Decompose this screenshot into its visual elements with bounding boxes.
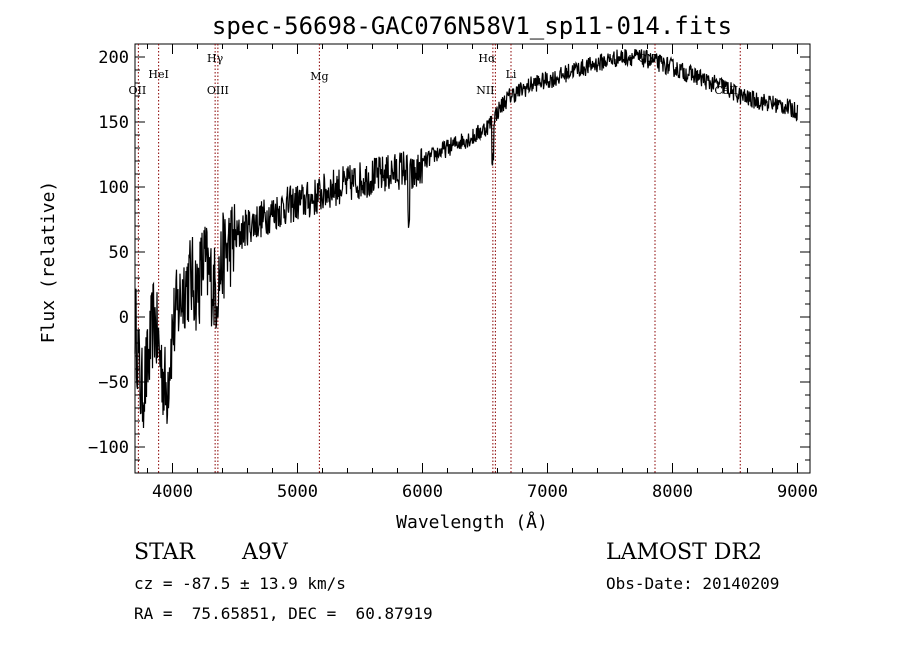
y-tick-label: 50 xyxy=(109,243,129,263)
object-subclass: A9V xyxy=(242,540,288,565)
x-axis-label: Wavelength (Å) xyxy=(396,511,548,533)
spectral-line-label: NII xyxy=(476,84,494,97)
spectral-line-label: Li xyxy=(506,68,517,81)
spectral-line-label: Hα xyxy=(478,52,496,65)
y-tick-label: 100 xyxy=(98,178,129,198)
y-tick-label: −50 xyxy=(98,373,129,393)
y-tick-label: −100 xyxy=(88,438,129,458)
spectrum-line xyxy=(134,48,799,429)
x-tick-label: 5000 xyxy=(277,482,318,502)
x-tick-label: 6000 xyxy=(402,482,443,502)
y-tick-label: 150 xyxy=(98,113,129,133)
obs-date-text: Obs-Date: 20140209 xyxy=(606,574,780,593)
spectral-line-label: HeI xyxy=(148,68,168,81)
x-tick-label: 7000 xyxy=(527,482,568,502)
chart-title: spec-56698-GAC076N58V1_sp11-014.fits xyxy=(212,12,732,40)
y-axis-label: Flux (relative) xyxy=(38,181,59,344)
coordinates-text: RA = 75.65851, DEC = 60.87919 xyxy=(134,604,433,623)
x-tick-label: 4000 xyxy=(152,482,193,502)
spectral-line-label: Hγ xyxy=(207,52,224,65)
spectral-line-label: CaII xyxy=(714,84,738,97)
spectral-line-label: OII xyxy=(129,84,147,97)
redshift-text: cz = -87.5 ± 13.9 km/s xyxy=(134,574,346,593)
y-tick-label: 200 xyxy=(98,48,129,68)
spectral-line-label: Mg xyxy=(310,70,328,83)
survey-label: LAMOST DR2 xyxy=(606,540,762,565)
object-class: STAR xyxy=(134,540,195,565)
y-tick-label: 0 xyxy=(119,308,129,328)
spectral-line-label: OIII xyxy=(207,84,229,97)
x-tick-label: 8000 xyxy=(652,482,693,502)
x-tick-label: 9000 xyxy=(777,482,818,502)
plot-frame xyxy=(134,43,811,474)
